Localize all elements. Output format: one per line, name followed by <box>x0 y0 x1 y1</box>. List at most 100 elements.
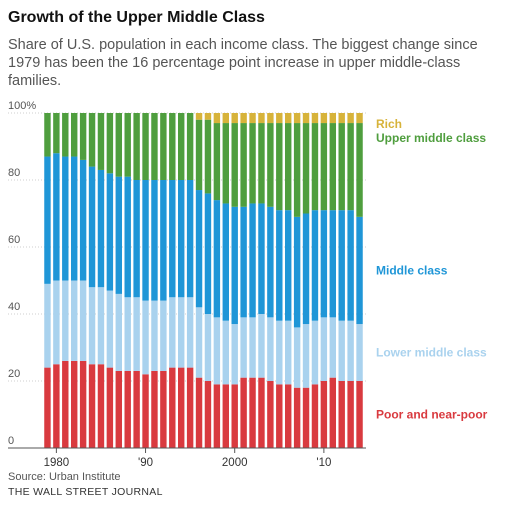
bar-segment-lower-middle <box>70 280 78 361</box>
series-label-rich: Rich <box>376 117 402 131</box>
bar-segment-rich <box>347 113 354 124</box>
bar-segment-upper-middle <box>347 123 354 211</box>
bar-segment-middle <box>195 190 203 308</box>
series-label-poor: Poor and near-poor <box>376 408 488 422</box>
bar-segment-poor <box>169 367 176 448</box>
bar-segment-poor <box>79 360 87 448</box>
bar-segment-rich <box>311 113 319 124</box>
bar-segment-upper-middle <box>284 123 292 211</box>
bar-segment-upper-middle <box>97 113 105 170</box>
bar-segment-middle <box>347 210 354 321</box>
bar-segment-poor <box>177 367 185 448</box>
bar-segment-lower-middle <box>204 314 212 381</box>
x-tick-label: '10 <box>316 457 331 469</box>
bar-segment-lower-middle <box>302 324 310 388</box>
bar-segment-upper-middle <box>62 113 69 157</box>
bar-segment-rich <box>329 113 337 124</box>
bar-segment-rich <box>204 113 212 120</box>
bar-segment-poor <box>311 384 319 448</box>
bar-segment-middle <box>177 180 185 298</box>
bar-segment-middle <box>53 153 60 281</box>
bar-segment-poor <box>151 370 158 448</box>
axis-layer: 0 20 40 60 80 100% 1980 '90 2000 '10 <box>8 100 366 469</box>
bar-segment-poor <box>160 370 167 448</box>
series-label-middle: Middle class <box>376 263 448 277</box>
bar-segment-upper-middle <box>267 123 274 207</box>
x-tick-label: '90 <box>138 457 153 469</box>
bar-segment-lower-middle <box>231 324 238 385</box>
bar-segment-poor <box>204 381 212 448</box>
bar-segment-lower-middle <box>249 317 256 378</box>
bar-segment-middle <box>231 206 238 325</box>
bar-segment-upper-middle <box>44 113 51 157</box>
source-note: Source: Urban Institute <box>8 471 121 483</box>
bar-segment-middle <box>115 176 123 294</box>
bar-segment-poor <box>213 384 221 448</box>
bar-segment-lower-middle <box>293 327 301 388</box>
bar-segment-poor <box>62 360 69 448</box>
bar-segment-middle <box>240 206 247 318</box>
bar-segment-middle <box>222 203 230 321</box>
bar-segment-lower-middle <box>177 297 185 368</box>
bar-segment-middle <box>88 166 96 288</box>
bar-segment-poor <box>88 364 96 448</box>
bar-segment-poor <box>276 384 283 448</box>
bar-segment-lower-middle <box>347 320 354 381</box>
bar-segment-rich <box>258 113 265 124</box>
bar-segment-upper-middle <box>204 119 212 194</box>
y-tick-label: 20 <box>8 368 20 380</box>
bar-segment-upper-middle <box>276 123 283 211</box>
bar-segment-poor <box>293 387 301 448</box>
bar-segment-lower-middle <box>186 297 194 368</box>
bar-segment-poor <box>186 367 194 448</box>
bar-segment-lower-middle <box>311 320 319 385</box>
bar-segment-middle <box>249 203 256 318</box>
bar-segment-lower-middle <box>240 317 247 378</box>
bar-segment-rich <box>231 113 238 124</box>
chart-subtitle: Share of U.S. population in each income … <box>8 37 478 89</box>
bar-segment-middle <box>142 180 149 301</box>
bar-segment-rich <box>293 113 301 124</box>
bar-segment-middle <box>267 206 274 318</box>
bars-layer <box>44 113 363 448</box>
bar-segment-upper-middle <box>302 123 310 214</box>
bar-segment-poor <box>258 377 265 448</box>
bar-segment-lower-middle <box>195 307 203 378</box>
bar-segment-middle <box>44 156 51 284</box>
bar-segment-upper-middle <box>186 113 194 180</box>
bar-segment-middle <box>213 200 221 318</box>
bar-segment-middle <box>302 213 310 325</box>
bar-segment-lower-middle <box>53 280 60 365</box>
bar-segment-rich <box>320 113 328 124</box>
bar-segment-upper-middle <box>133 113 140 180</box>
bar-segment-upper-middle <box>79 113 87 160</box>
series-label-lower-middle: Lower middle class <box>376 346 487 360</box>
bar-segment-poor <box>142 374 149 448</box>
bar-segment-lower-middle <box>284 320 292 385</box>
bar-segment-upper-middle <box>115 113 123 177</box>
bar-segment-upper-middle <box>124 113 131 177</box>
bar-segment-middle <box>293 216 301 328</box>
bar-segment-middle <box>284 210 292 321</box>
bar-segment-upper-middle <box>213 123 221 201</box>
bar-segment-middle <box>311 210 319 321</box>
y-tick-label: 0 <box>8 435 14 447</box>
bar-segment-upper-middle <box>195 119 203 191</box>
bar-segment-middle <box>276 210 283 321</box>
bar-segment-middle <box>62 156 69 281</box>
bar-segment-upper-middle <box>151 113 158 180</box>
bar-segment-rich <box>213 113 221 124</box>
bar-segment-lower-middle <box>213 317 221 385</box>
y-tick-label: 60 <box>8 234 20 246</box>
bar-segment-poor <box>222 384 230 448</box>
bar-segment-lower-middle <box>320 317 328 381</box>
bar-segment-upper-middle <box>70 113 78 157</box>
bar-segment-poor <box>338 381 345 448</box>
bar-segment-middle <box>320 210 328 318</box>
bar-segment-lower-middle <box>160 300 167 371</box>
bar-segment-rich <box>195 113 203 120</box>
bar-segment-upper-middle <box>240 123 247 207</box>
bar-segment-upper-middle <box>222 123 230 204</box>
bar-segment-lower-middle <box>276 320 283 385</box>
bar-segment-upper-middle <box>320 123 328 211</box>
